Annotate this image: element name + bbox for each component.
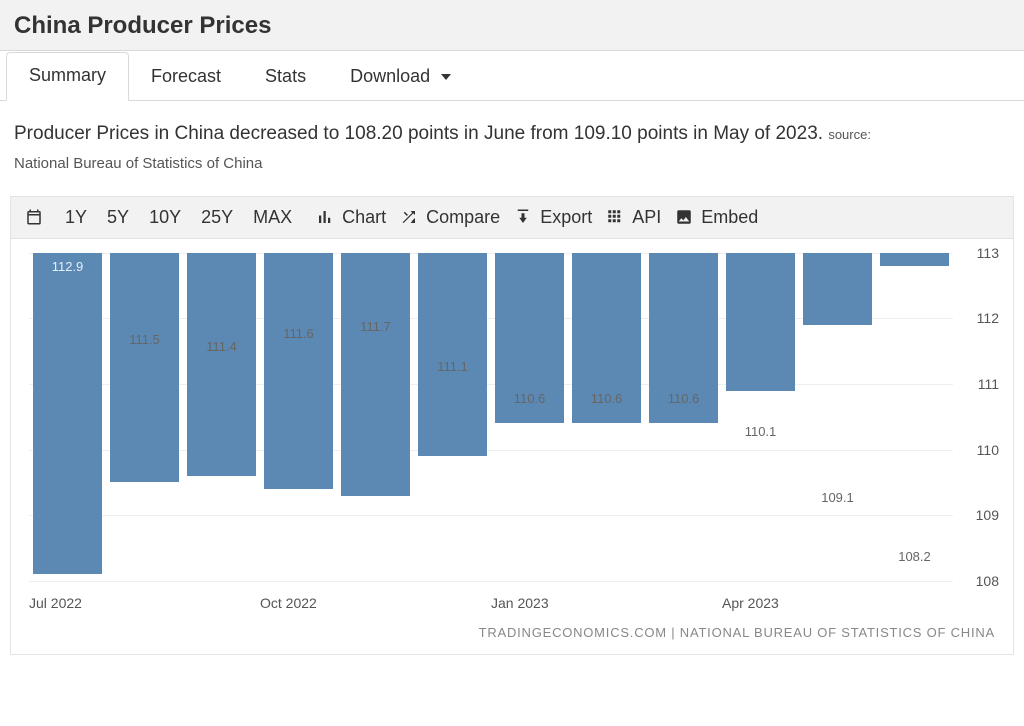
x-axis-label [106, 595, 183, 611]
x-axis-label [799, 595, 876, 611]
bars-container: 112.9 111.5 111.4 111.6 111.7 111.1 110.6 110.6… [29, 253, 953, 581]
x-axis: Jul 2022 Oct 2022 Jan 2023 Apr 2023 [11, 589, 1013, 615]
chart-panel: 1Y 5Y 10Y 25Y MAX Chart Compare Export API E… [10, 196, 1014, 655]
bar-value-label: 111.5 [129, 332, 160, 347]
bar-slot: 111.4 [187, 253, 256, 581]
export-label: Export [540, 207, 592, 228]
bar-slot: 111.5 [110, 253, 179, 581]
tab-stats[interactable]: Stats [243, 54, 328, 101]
api-button[interactable]: API [606, 207, 661, 228]
chart-area: 108109110111112113112.9111.5111.4111.611… [11, 239, 1013, 589]
calendar-button[interactable] [25, 208, 43, 226]
y-axis-label: 108 [976, 573, 999, 589]
bar-chart-icon [316, 208, 334, 226]
grid-icon [606, 208, 624, 226]
page-header: China Producer Prices [0, 0, 1024, 51]
x-axis-label: Jul 2022 [29, 595, 106, 611]
bar-value-label: 111.1 [437, 359, 468, 374]
y-axis-label: 111 [978, 376, 999, 392]
bar[interactable] [187, 253, 256, 476]
x-axis-label [568, 595, 645, 611]
x-axis-label: Oct 2022 [260, 595, 337, 611]
bar-value-label: 108.2 [898, 549, 931, 564]
x-axis-label: Apr 2023 [722, 595, 799, 611]
chart-plot: 108109110111112113112.9111.5111.4111.611… [29, 253, 953, 581]
embed-label: Embed [701, 207, 758, 228]
image-icon [675, 208, 693, 226]
bar[interactable] [726, 253, 795, 391]
bar-slot: 111.1 [418, 253, 487, 581]
compare-button[interactable]: Compare [400, 207, 500, 228]
tab-download[interactable]: Download [328, 54, 473, 101]
chevron-down-icon [441, 74, 451, 80]
y-axis-label: 112 [977, 310, 999, 326]
chart-type-button[interactable]: Chart [316, 207, 386, 228]
bar[interactable] [341, 253, 410, 496]
bar-value-label: 111.7 [360, 319, 391, 334]
api-label: API [632, 207, 661, 228]
y-axis-label: 110 [977, 442, 999, 458]
x-axis-label [876, 595, 953, 611]
tab-summary[interactable]: Summary [6, 52, 129, 101]
y-axis-label: 109 [976, 507, 999, 523]
x-axis-label [645, 595, 722, 611]
bar-slot: 110.6 [649, 253, 718, 581]
bar[interactable] [880, 253, 949, 266]
export-button[interactable]: Export [514, 207, 592, 228]
description-block: Producer Prices in China decreased to 10… [0, 101, 1024, 186]
bar-slot: 112.9 [33, 253, 102, 581]
bar-value-label: 111.4 [206, 339, 237, 354]
bar[interactable] [418, 253, 487, 456]
compare-label: Compare [426, 207, 500, 228]
range-max[interactable]: MAX [253, 207, 292, 228]
bar-value-label: 110.6 [668, 391, 700, 406]
chart-toolbar: 1Y 5Y 10Y 25Y MAX Chart Compare Export API E… [11, 197, 1013, 239]
y-axis-label: 113 [977, 245, 999, 261]
embed-button[interactable]: Embed [675, 207, 758, 228]
tab-forecast[interactable]: Forecast [129, 54, 243, 101]
range-selector: 1Y 5Y 10Y 25Y MAX [65, 207, 292, 228]
calendar-icon [25, 208, 43, 226]
shuffle-icon [400, 208, 418, 226]
range-5y[interactable]: 5Y [107, 207, 129, 228]
description-text: Producer Prices in China decreased to 10… [14, 123, 823, 144]
bar-value-label: 110.6 [591, 391, 623, 406]
bar-value-label: 112.9 [52, 259, 84, 280]
bar-value-label: 110.1 [745, 424, 777, 439]
bar-slot: 108.2 [880, 253, 949, 581]
bar[interactable] [110, 253, 179, 483]
bar-slot: 110.6 [572, 253, 641, 581]
bar-slot: 111.7 [341, 253, 410, 581]
x-axis-label [183, 595, 260, 611]
bar-slot: 110.6 [495, 253, 564, 581]
bar-value-label: 110.6 [514, 391, 546, 406]
range-25y[interactable]: 25Y [201, 207, 233, 228]
bar-slot: 110.1 [726, 253, 795, 581]
download-icon [514, 208, 532, 226]
bar[interactable] [264, 253, 333, 489]
chart-type-label: Chart [342, 207, 386, 228]
bar-value-label: 111.6 [283, 326, 314, 341]
tabs-bar: SummaryForecastStatsDownload [0, 51, 1024, 101]
bar-slot: 109.1 [803, 253, 872, 581]
source-name: National Bureau of Statistics of China [14, 155, 262, 172]
range-1y[interactable]: 1Y [65, 207, 87, 228]
x-axis-label [414, 595, 491, 611]
x-axis-label: Jan 2023 [491, 595, 568, 611]
x-axis-label [337, 595, 414, 611]
bar-value-label: 109.1 [821, 490, 854, 505]
gridline [29, 581, 953, 582]
bar-slot: 111.6 [264, 253, 333, 581]
bar[interactable] [33, 253, 102, 574]
page-title: China Producer Prices [14, 12, 1010, 40]
bar[interactable] [803, 253, 872, 325]
chart-attribution: TRADINGECONOMICS.COM | NATIONAL BUREAU O… [11, 615, 1013, 654]
source-label: source: [828, 127, 871, 142]
range-10y[interactable]: 10Y [149, 207, 181, 228]
